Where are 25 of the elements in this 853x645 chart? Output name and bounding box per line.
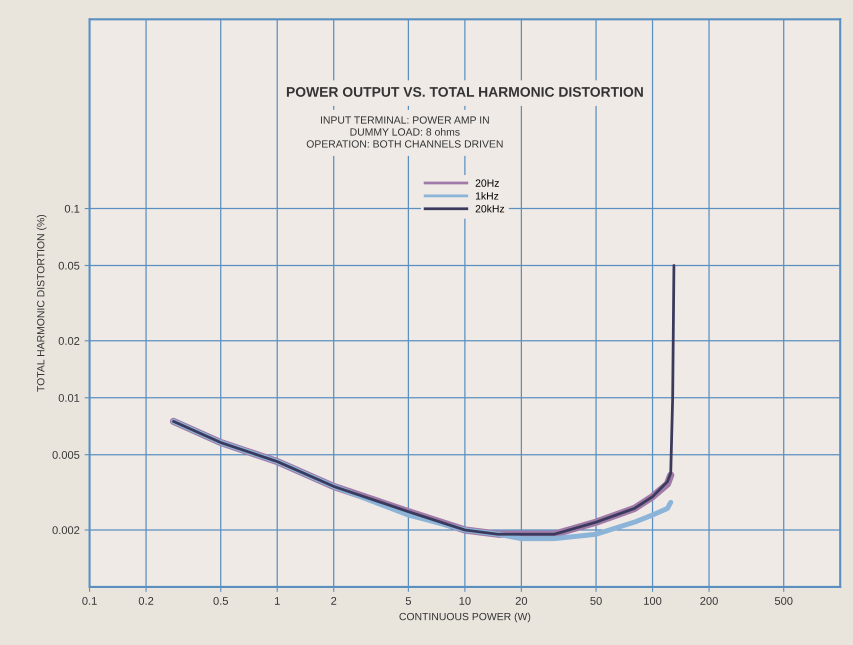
y-tick-label: 0.02 [58,337,80,345]
x-tick-label: 1 [274,597,280,605]
x-tick-label: 50 [590,596,602,605]
legend-label: 1kHz [476,192,498,200]
legend-label: 20kHz [476,204,504,212]
y-tick-label: 0.005 [52,450,80,459]
x-tick-label: 0.2 [138,596,154,605]
text: POWER OUTPUT VS. TOTAL HARMONIC DISTORTION [286,87,643,97]
x-tick-label: 500 [774,596,793,605]
y-tick-label: 0.1 [64,204,80,213]
legend-label: 20Hz [476,179,499,187]
y-axis-title: TOTAL HARMONIC DISTORTION (%) [36,214,46,392]
x-tick-label: 0.1 [82,596,97,605]
x-tick-label: 20 [516,596,528,605]
x-axis-title: CONTINUOUS POWER (W) [399,612,530,622]
x-tick-label: 2 [331,596,336,605]
y-tick-label: 0.002 [52,526,80,534]
x-tick-label: 200 [700,596,718,605]
y-tick-label: 0.01 [58,394,80,402]
x-tick-label: 5 [406,597,412,605]
x-tick-label: 0.5 [213,596,228,605]
y-tick-label: 0.05 [58,262,80,270]
x-tick-label: 10 [460,596,471,605]
x-tick-label: 100 [644,596,662,605]
text: INPUT TERMINAL: POWER AMP IN DUMMY LOAD: 8 ohms OPERATION: BOTH CHANNELS DRIVEN [306,116,503,148]
